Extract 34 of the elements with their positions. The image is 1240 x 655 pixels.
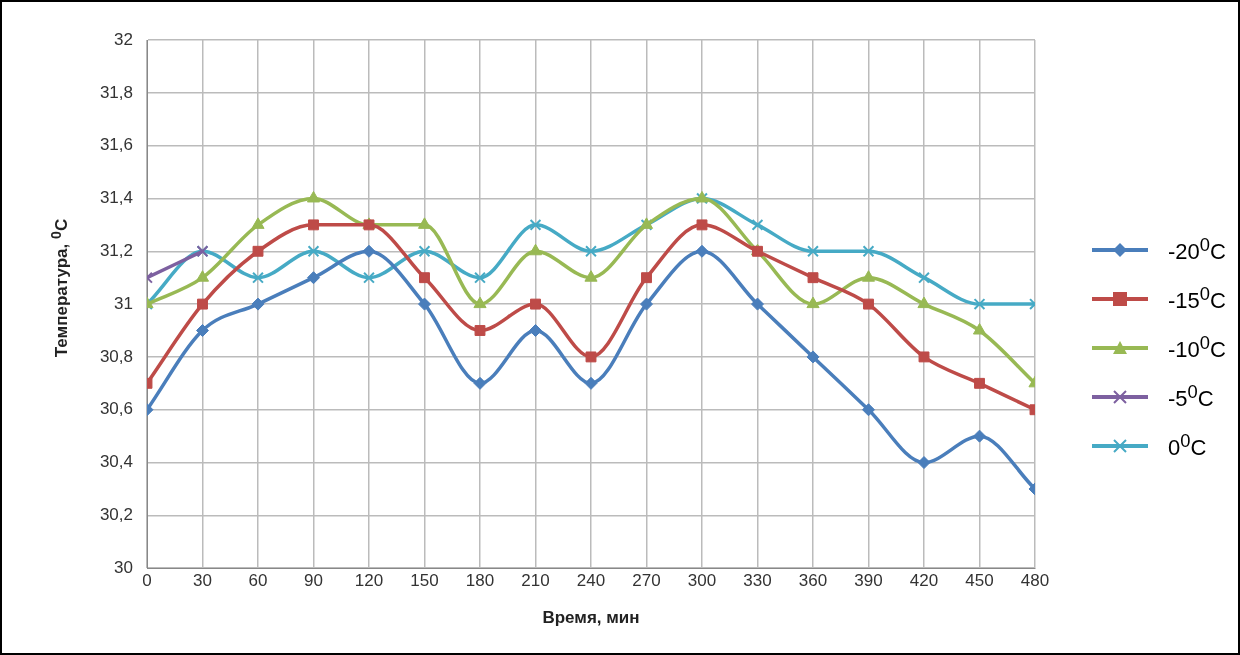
x-tick-label: 150 xyxy=(410,571,439,591)
y-tick-label: 31,6 xyxy=(99,135,133,155)
x-tick-label: 480 xyxy=(1020,571,1050,591)
x-tick-label: 270 xyxy=(632,571,661,591)
y-tick-label: 30,6 xyxy=(99,399,133,419)
x-tick-label: 0 xyxy=(142,571,152,591)
y-tick-label: 31,8 xyxy=(99,82,133,102)
y-tick-label: 31,2 xyxy=(99,240,133,260)
x-tick-label: 330 xyxy=(743,571,772,591)
y-tick-label: 31,4 xyxy=(99,188,133,208)
legend-label: -5$^{0}$C xyxy=(1168,380,1214,413)
x-tick-label: 300 xyxy=(687,571,717,591)
y-tick-label: 31 xyxy=(114,293,133,313)
x-tick-label: 420 xyxy=(909,571,939,591)
y-tick-label: 32 xyxy=(114,29,133,49)
y-tick-label: 30,4 xyxy=(99,452,133,472)
x-tick-label: 450 xyxy=(965,571,994,591)
legend-label: 0$^{0}$C xyxy=(1168,429,1207,462)
x-tick-label: 60 xyxy=(248,571,268,591)
x-tick-label: 390 xyxy=(854,571,883,591)
x-axis-title: Время, мин xyxy=(542,608,640,628)
y-tick-label: 30 xyxy=(114,557,133,577)
legend-label: -20$^{0}$C xyxy=(1168,233,1226,266)
y-tick-label: 30,2 xyxy=(99,505,133,525)
legend-label: -10$^{0}$C xyxy=(1168,331,1226,364)
x-tick-label: 210 xyxy=(521,571,550,591)
x-tick-label: 240 xyxy=(576,571,606,591)
y-tick-label: 30,8 xyxy=(99,346,133,366)
x-tick-label: 30 xyxy=(193,571,212,591)
x-tick-label: 360 xyxy=(798,571,828,591)
x-tick-label: 90 xyxy=(304,571,323,591)
x-tick-label: 120 xyxy=(354,571,384,591)
legend-label: -15$^{0}$C xyxy=(1168,282,1226,315)
x-tick-label: 180 xyxy=(465,571,495,591)
